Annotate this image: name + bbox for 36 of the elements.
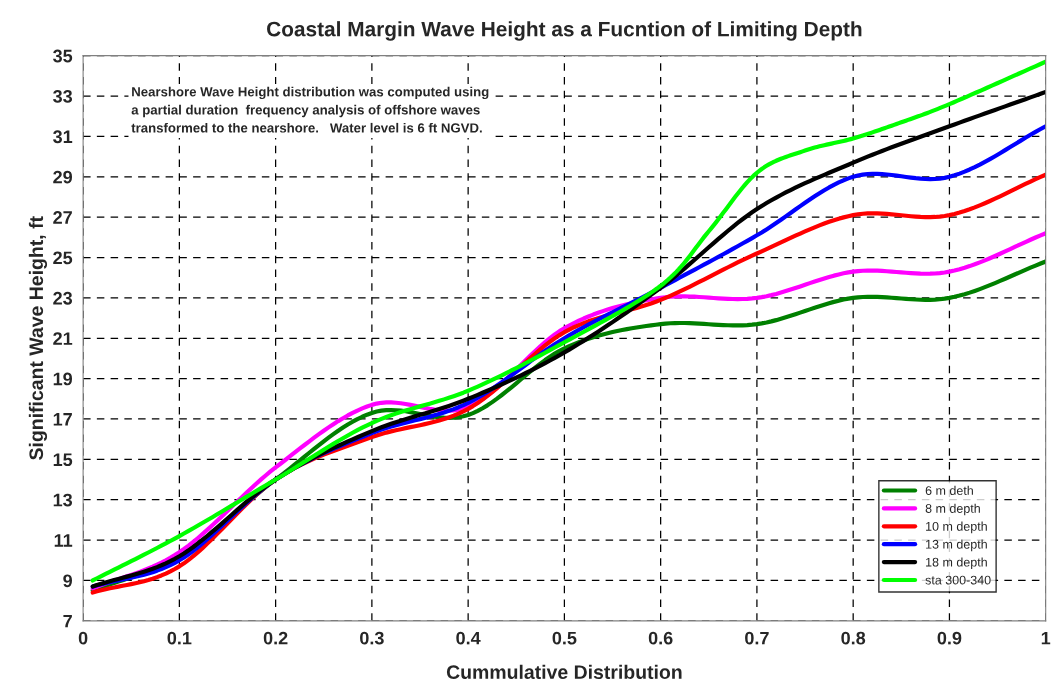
x-tick-label: 0.9 bbox=[937, 631, 962, 645]
x-tick-label: 0.6 bbox=[648, 631, 673, 645]
y-tick-label: 25 bbox=[53, 251, 73, 265]
x-tick-label: 0.3 bbox=[360, 631, 384, 645]
y-tick-label: 7 bbox=[63, 614, 72, 628]
x-tick-label: 0 bbox=[78, 631, 88, 645]
legend-label: sta 300-340 bbox=[925, 575, 991, 585]
x-tick-label: 1 bbox=[1041, 631, 1051, 645]
x-tick-label: 0.5 bbox=[552, 631, 577, 645]
x-tick-label: 0.7 bbox=[745, 631, 769, 645]
y-tick-label: 19 bbox=[53, 372, 73, 386]
x-tick-label: 0.2 bbox=[263, 631, 288, 645]
y-tick-label: 21 bbox=[53, 332, 73, 345]
y-tick-label: 11 bbox=[54, 534, 73, 547]
legend-label: 6 m deth bbox=[925, 485, 973, 495]
y-axis-title: Significant Wave Height, ft bbox=[28, 216, 48, 460]
legend-label: 13 m depth bbox=[926, 539, 987, 552]
y-tick-label: 13 bbox=[53, 493, 73, 507]
legend-label: 18 m depth bbox=[926, 557, 987, 570]
x-tick-label: 0.1 bbox=[167, 631, 192, 645]
y-tick-label: 23 bbox=[53, 291, 73, 305]
y-tick-label: 9 bbox=[63, 574, 73, 588]
y-tick-label: 33 bbox=[53, 89, 73, 103]
y-tick-label: 27 bbox=[53, 211, 72, 224]
legend-label: 8 m depth bbox=[925, 503, 980, 516]
y-tick-label: 17 bbox=[53, 413, 72, 426]
chart-title: Coastal Margin Wave Height as a Fucntion of Limiting Depth bbox=[267, 21, 862, 41]
y-tick-label: 35 bbox=[53, 49, 73, 63]
annotation: Nearshore Wave Height distribution was computed using a partial duration frequency analysis of offshore waves transformed to the nearshore. Water level is 6 ft NGVD. bbox=[131, 86, 489, 133]
legend-label: 10 m depth bbox=[926, 521, 987, 534]
y-tick-label: 15 bbox=[53, 453, 73, 467]
x-tick-label: 0.4 bbox=[456, 631, 481, 645]
x-tick-label: 0.8 bbox=[841, 631, 866, 645]
y-tick-label: 31 bbox=[53, 130, 73, 144]
x-axis-title: Cummulative Distribution bbox=[446, 664, 682, 680]
y-tick-label: 29 bbox=[53, 170, 73, 184]
